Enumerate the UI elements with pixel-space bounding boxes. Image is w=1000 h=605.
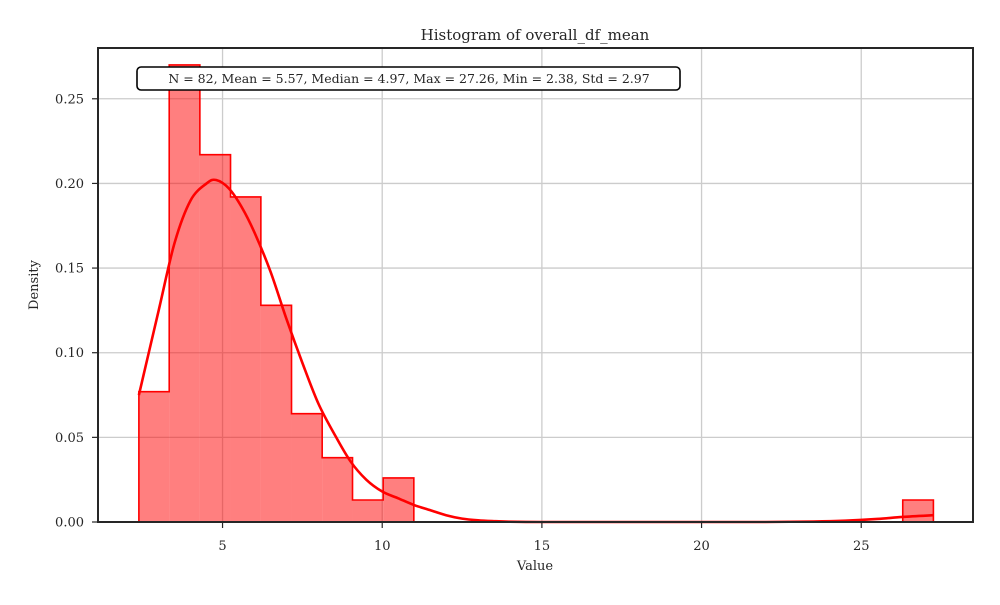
x-tick-label: 10 xyxy=(374,539,391,554)
histogram-bar xyxy=(260,305,292,522)
y-tick-label: 0.05 xyxy=(55,431,84,446)
stats-box-frame xyxy=(136,66,681,91)
y-tick-label: 0.25 xyxy=(55,92,84,107)
histogram-outline xyxy=(138,64,935,522)
y-tick-label: 0.10 xyxy=(55,346,84,361)
x-tick-label: 20 xyxy=(693,539,710,554)
y-tick-label: 0.15 xyxy=(55,262,84,277)
x-tick-label: 25 xyxy=(853,539,870,554)
chart-title: Histogram of overall_df_mean xyxy=(421,26,650,44)
histogram-bar xyxy=(199,154,231,522)
y-tick-label: 0.20 xyxy=(55,177,84,192)
histogram-bar xyxy=(291,413,323,522)
histogram-bar xyxy=(169,64,200,522)
histogram-bar xyxy=(322,457,353,522)
histogram-bar xyxy=(230,196,261,522)
y-axis-label: Density xyxy=(27,259,42,310)
histogram-bar xyxy=(902,499,934,522)
stats-box: N = 82, Mean = 5.57, Median = 4.97, Max … xyxy=(136,66,681,91)
axis-ticks: 5 10 15 20 25 0.00 0.05 0.10 0.15 0.20 0.25 xyxy=(55,92,869,554)
histogram-bar xyxy=(138,391,170,522)
x-tick-label: 5 xyxy=(218,539,226,554)
histogram-bars xyxy=(138,64,935,522)
histogram-bar xyxy=(352,499,384,522)
x-tick-label: 15 xyxy=(534,539,551,554)
plot-frame xyxy=(97,47,974,523)
y-tick-label: 0.00 xyxy=(55,516,84,531)
stats-annotation: N = 82, Mean = 5.57, Median = 4.97, Max … xyxy=(168,71,649,86)
x-axis-label: Value xyxy=(516,559,553,574)
histogram-bar xyxy=(383,477,414,522)
